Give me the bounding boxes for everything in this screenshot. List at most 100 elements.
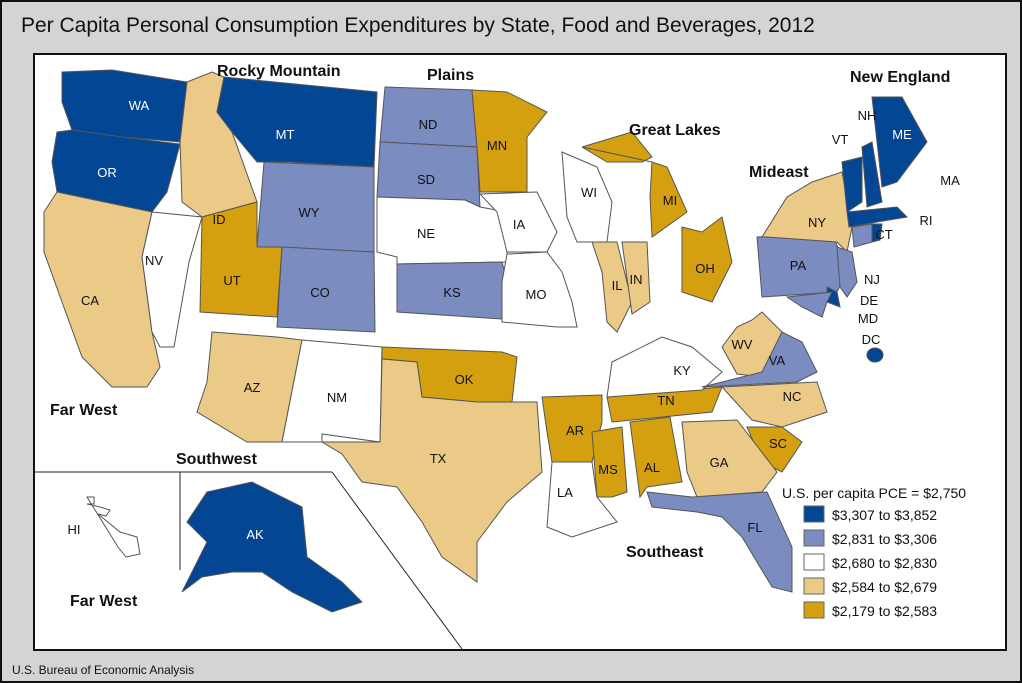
- state-label-sd: SD: [417, 172, 435, 187]
- state-label-tn: TN: [657, 393, 674, 408]
- state-label-mo: MO: [526, 287, 547, 302]
- legend-swatch: [803, 601, 825, 619]
- state-label-mi: MI: [663, 193, 677, 208]
- state-label-ga: GA: [710, 455, 729, 470]
- state-label-oh: OH: [695, 261, 715, 276]
- state-label-wa: WA: [129, 98, 150, 113]
- state-label-nd: ND: [419, 117, 438, 132]
- state-la: [546, 461, 618, 538]
- state-label-ks: KS: [443, 285, 461, 300]
- state-label-wy: WY: [299, 205, 320, 220]
- state-label-nh: NH: [858, 108, 877, 123]
- state-ma: [846, 206, 909, 228]
- state-mi: [581, 131, 688, 238]
- state-label-tx: TX: [430, 451, 447, 466]
- state-nv: [141, 211, 203, 348]
- state-co: [276, 246, 376, 333]
- state-label-sc: SC: [769, 436, 787, 451]
- state-ak: [181, 481, 363, 613]
- region-label: Far West: [50, 402, 118, 419]
- region-label: Rocky Mountain: [217, 63, 341, 80]
- state-ms: [591, 426, 628, 498]
- state-label-ky: KY: [673, 363, 691, 378]
- legend-label: $2,680 to $2,830: [832, 555, 937, 571]
- state-wa: [61, 69, 188, 143]
- region-label: Southwest: [176, 451, 258, 468]
- state-label-mt: MT: [276, 127, 295, 142]
- state-label-ok: OK: [455, 372, 474, 387]
- region-label: Great Lakes: [629, 122, 721, 139]
- state-az: [196, 331, 303, 443]
- state-ne: [376, 196, 508, 265]
- state-tx: [320, 358, 543, 583]
- state-va: [701, 331, 818, 388]
- state-label-ut: UT: [223, 273, 240, 288]
- state-label-id: ID: [213, 212, 226, 227]
- state-ri: [871, 223, 883, 243]
- state-label-az: AZ: [244, 380, 261, 395]
- state-label-fl: FL: [747, 520, 762, 535]
- state-nh: [861, 141, 883, 208]
- state-label-ny: NY: [808, 215, 826, 230]
- state-label-de: DE: [860, 293, 878, 308]
- source-note: U.S. Bureau of Economic Analysis: [12, 663, 195, 677]
- state-mt: [216, 76, 378, 168]
- state-label-nj: NJ: [864, 272, 880, 287]
- state-fl: [646, 491, 793, 593]
- state-label-nc: NC: [783, 389, 802, 404]
- state-label-nm: NM: [327, 390, 347, 405]
- legend: U.S. per capita PCE = $2,750 $3,307 to $3…: [782, 485, 966, 619]
- legend-swatch: [803, 553, 825, 571]
- state-mo: [501, 251, 578, 328]
- inset-dividers: [35, 471, 463, 650]
- state-oh: [681, 216, 733, 303]
- state-label-va: VA: [769, 353, 786, 368]
- state-label-ak: AK: [246, 527, 264, 542]
- state-label-al: AL: [644, 460, 660, 475]
- state-label-ma: MA: [940, 173, 960, 188]
- state-label-co: CO: [310, 285, 330, 300]
- state-label-me: ME: [892, 127, 912, 142]
- state-wv: [721, 311, 783, 378]
- legend-swatch: [803, 505, 825, 523]
- state-label-wv: WV: [732, 337, 753, 352]
- state-label-mn: MN: [487, 138, 507, 153]
- region-label: Mideast: [749, 164, 809, 181]
- state-label-or: OR: [97, 165, 117, 180]
- region-label: Southeast: [626, 544, 704, 561]
- state-label-ca: CA: [81, 293, 99, 308]
- state-nj: [836, 246, 858, 298]
- legend-label: $3,307 to $3,852: [832, 507, 937, 523]
- legend-swatch: [803, 577, 825, 595]
- state-label-il: IL: [612, 278, 623, 293]
- state-or: [51, 129, 181, 213]
- state-label-dc: DC: [862, 332, 881, 347]
- state-hi: [86, 496, 141, 558]
- state-al: [629, 416, 683, 499]
- legend-label: $2,831 to $3,306: [832, 531, 937, 547]
- state-label-ri: RI: [920, 213, 933, 228]
- state-ky: [606, 336, 723, 398]
- state-label-hi: HI: [68, 522, 81, 537]
- legend-title: U.S. per capita PCE = $2,750: [782, 485, 966, 501]
- state-ca: [43, 191, 161, 388]
- state-vt: [841, 156, 863, 213]
- page-title: Per Capita Personal Consumption Expendit…: [21, 14, 815, 37]
- legend-label: $2,179 to $2,583: [832, 603, 937, 619]
- state-nc: [720, 381, 828, 428]
- state-label-ia: IA: [513, 217, 526, 232]
- state-dc: [866, 347, 884, 363]
- state-label-wi: WI: [581, 185, 597, 200]
- state-mn: [471, 89, 548, 193]
- state-me: [871, 96, 928, 188]
- region-label: New England: [850, 69, 950, 86]
- state-label-ar: AR: [566, 423, 584, 438]
- state-label-md: MD: [858, 311, 878, 326]
- state-label-pa: PA: [790, 258, 807, 273]
- region-label: Plains: [427, 67, 474, 84]
- state-label-nv: NV: [145, 253, 163, 268]
- state-ct: [851, 223, 873, 248]
- state-il: [591, 241, 633, 333]
